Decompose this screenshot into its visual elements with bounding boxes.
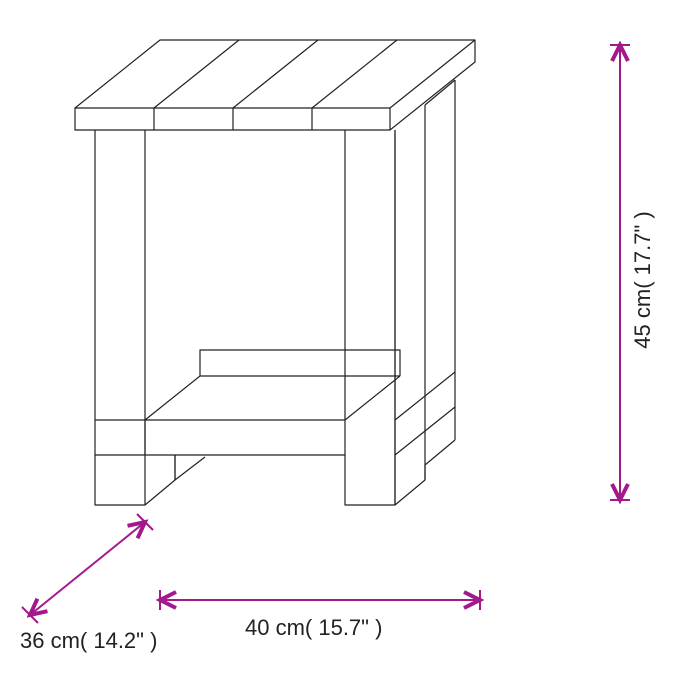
dim-depth: 36 cm( 14.2" )	[20, 514, 157, 653]
dim-width-label: 40 cm( 15.7" )	[245, 615, 382, 640]
dimension-diagram: 36 cm( 14.2" ) 40 cm( 15.7" ) 45 cm( 17.…	[0, 0, 700, 700]
dim-depth-label: 36 cm( 14.2" )	[20, 628, 157, 653]
stool-drawing	[75, 40, 475, 505]
dim-width: 40 cm( 15.7" )	[160, 590, 480, 640]
dim-height-label: 45 cm( 17.7" )	[630, 211, 655, 348]
dim-height: 45 cm( 17.7" )	[610, 45, 655, 500]
